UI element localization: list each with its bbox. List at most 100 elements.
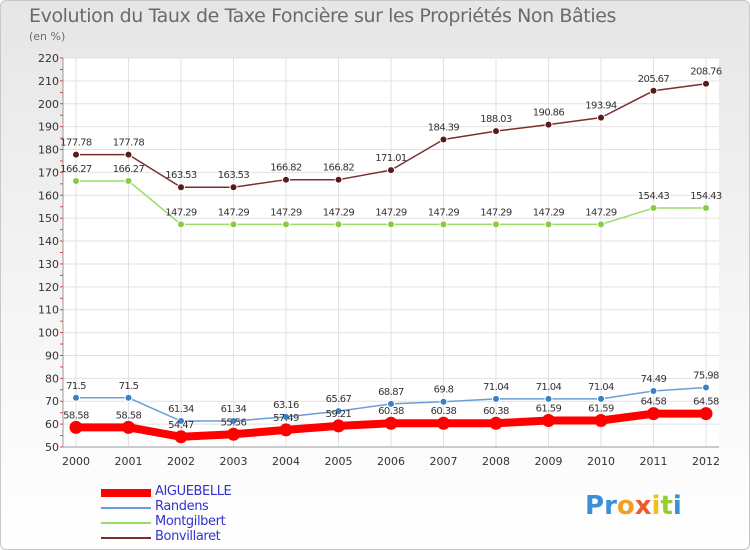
- data-label-aiguebelle: 60.38: [431, 406, 457, 417]
- logo-letter: i: [672, 491, 682, 521]
- data-point-bonvillaret: [72, 150, 80, 159]
- data-point-montgilbert: [334, 220, 343, 229]
- data-label-aiguebelle: 60.38: [483, 406, 509, 417]
- data-point-randens: [492, 394, 500, 403]
- data-label-montgilbert: 147.29: [323, 207, 355, 218]
- legend-swatch-aiguebelle: [101, 489, 151, 497]
- data-point-aiguebelle: [69, 420, 83, 434]
- y-tick-label: 70: [45, 395, 59, 408]
- data-point-bonvillaret: [702, 79, 710, 88]
- data-label-montgilbert: 154.43: [690, 191, 722, 202]
- data-label-montgilbert: 154.43: [638, 191, 670, 202]
- legend-swatch-randens: [101, 507, 151, 509]
- logo-letter: t: [660, 491, 673, 521]
- x-tick-label: 2000: [62, 455, 90, 468]
- data-label-aiguebelle: 64.58: [693, 397, 719, 408]
- data-point-aiguebelle: [594, 413, 608, 427]
- data-label-randens: 71.5: [119, 381, 139, 392]
- x-tick-label: 2005: [325, 455, 353, 468]
- data-label-montgilbert: 147.29: [585, 207, 617, 218]
- data-label-bonvillaret: 205.67: [638, 74, 670, 85]
- y-tick-label: 50: [45, 441, 59, 454]
- logo-letter: x: [634, 491, 652, 521]
- y-tick-label: 210: [38, 75, 59, 88]
- data-point-montgilbert: [282, 220, 290, 229]
- x-tick-label: 2011: [640, 455, 668, 468]
- data-label-montgilbert: 147.29: [375, 207, 407, 218]
- data-label-randens: 61.34: [221, 404, 247, 415]
- legend-swatch-bonvillaret: [101, 537, 151, 539]
- data-point-bonvillaret: [177, 183, 185, 192]
- data-point-randens: [544, 394, 553, 403]
- data-point-aiguebelle: [279, 423, 293, 437]
- data-label-randens: 75.98: [693, 371, 719, 382]
- logo-letter: o: [616, 491, 635, 521]
- data-label-randens: 65.67: [326, 394, 352, 405]
- y-tick-label: 200: [38, 98, 59, 111]
- data-label-montgilbert: 147.29: [165, 207, 197, 218]
- data-point-randens: [387, 399, 395, 408]
- legend-label-randens: Randens: [155, 499, 209, 514]
- data-point-bonvillaret: [282, 175, 290, 184]
- data-point-aiguebelle: [174, 430, 188, 444]
- data-label-aiguebelle: 61.59: [588, 403, 614, 414]
- data-label-aiguebelle: 55.56: [221, 417, 247, 428]
- x-tick-label: 2006: [377, 455, 405, 468]
- data-point-bonvillaret: [649, 86, 658, 95]
- data-point-bonvillaret: [387, 166, 395, 175]
- data-label-aiguebelle: 64.58: [641, 397, 667, 408]
- data-label-bonvillaret: 171.01: [375, 153, 407, 164]
- data-point-randens: [282, 412, 290, 421]
- data-point-aiguebelle: [122, 420, 135, 434]
- x-tick-label: 2002: [167, 455, 195, 468]
- y-tick-label: 140: [38, 235, 59, 248]
- data-point-montgilbert: [544, 220, 553, 229]
- x-tick-label: 2007: [430, 455, 458, 468]
- data-label-aiguebelle: 54.47: [168, 420, 194, 431]
- data-label-randens: 71.04: [483, 382, 509, 393]
- data-labels: 58.58 58.58 54.47 55.56 57.49 59.21 60.38 60.38…: [60, 67, 722, 431]
- x-tick-label: 2012: [692, 455, 720, 468]
- data-point-aiguebelle: [699, 407, 713, 421]
- data-point-randens: [124, 393, 133, 402]
- data-point-aiguebelle: [227, 427, 240, 441]
- data-label-montgilbert: 147.29: [533, 207, 565, 218]
- data-point-montgilbert: [229, 220, 238, 229]
- data-label-bonvillaret: 184.39: [428, 122, 460, 133]
- data-point-montgilbert: [702, 204, 710, 213]
- data-label-bonvillaret: 163.53: [165, 170, 197, 181]
- data-label-bonvillaret: 193.94: [585, 101, 617, 112]
- y-tick-label: 110: [38, 304, 59, 317]
- chart-title: Evolution du Taux de Taxe Foncière sur l…: [29, 5, 617, 27]
- x-tick-label: 2009: [535, 455, 563, 468]
- data-point-montgilbert: [597, 220, 605, 229]
- data-point-randens: [177, 417, 185, 426]
- data-label-aiguebelle: 58.58: [116, 410, 142, 421]
- data-label-bonvillaret: 166.82: [270, 163, 302, 174]
- data-point-randens: [334, 407, 343, 416]
- y-tick-label: 190: [38, 121, 59, 134]
- axes: 50 60 70 80 90 100 110 120 130 140 150 160 170 180 190…: [38, 52, 720, 468]
- logo-letter: r: [604, 491, 617, 521]
- data-point-montgilbert: [124, 176, 133, 185]
- data-point-randens: [597, 394, 605, 403]
- series-lines: [69, 79, 713, 444]
- data-label-montgilbert: 147.29: [428, 207, 460, 218]
- data-point-bonvillaret: [597, 113, 605, 122]
- logo-letter: i: [651, 491, 661, 521]
- data-point-montgilbert: [72, 176, 80, 185]
- data-point-aiguebelle: [542, 413, 555, 427]
- data-point-randens: [229, 417, 238, 426]
- data-point-randens: [649, 386, 658, 395]
- data-label-aiguebelle: 58.58: [63, 410, 89, 421]
- data-point-montgilbert: [492, 220, 500, 229]
- data-label-bonvillaret: 177.78: [60, 138, 92, 149]
- x-tick-label: 2004: [272, 455, 300, 468]
- legend-label-bonvillaret: Bonvillaret: [155, 529, 221, 544]
- data-point-montgilbert: [439, 220, 448, 229]
- y-tick-label: 90: [45, 349, 59, 362]
- data-point-bonvillaret: [334, 175, 343, 184]
- data-label-aiguebelle: 61.59: [536, 403, 562, 414]
- data-point-randens: [439, 397, 448, 406]
